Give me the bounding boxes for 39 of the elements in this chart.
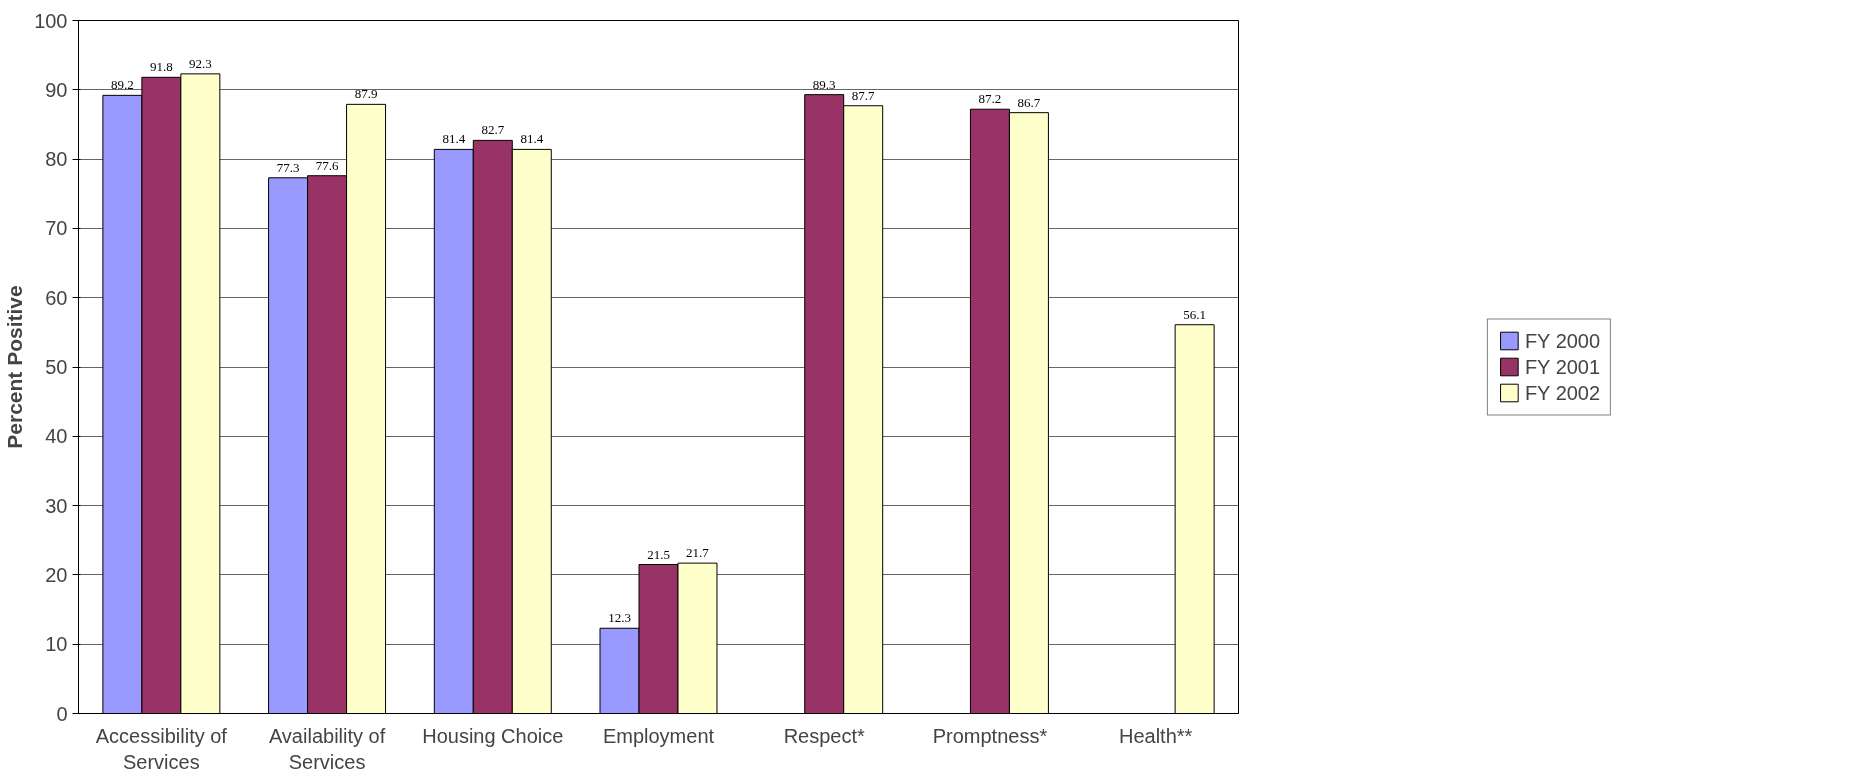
legend-label: FY 2001	[1524, 355, 1601, 378]
y-tick-label: 100	[34, 9, 68, 32]
data-label: 89.2	[110, 77, 134, 93]
y-tick-label: 80	[45, 148, 68, 171]
data-label: 81.4	[442, 131, 466, 147]
x-tick-label: Health**	[1118, 724, 1193, 747]
data-label: 21.7	[686, 545, 710, 561]
data-label: 87.7	[851, 87, 876, 103]
data-label: 86.7	[1017, 94, 1041, 110]
x-tick-label: Housing Choice	[422, 724, 564, 747]
data-label: 56.1	[1183, 306, 1207, 322]
y-tick-label: 70	[45, 217, 68, 240]
data-label: 87.2	[978, 91, 1002, 107]
y-tick-label: 50	[45, 356, 68, 378]
y-tick-label: 10	[45, 633, 68, 656]
legend-label: FY 2000	[1524, 329, 1601, 352]
x-tick-label: Respect*	[783, 724, 866, 747]
y-tick-label: 20	[45, 563, 68, 586]
data-label: 92.3	[188, 55, 212, 71]
x-tick-label: Promptness*	[932, 724, 1048, 747]
y-axis-title: Percent Positive	[3, 285, 27, 449]
x-tick-label: Accessibility of Services	[95, 724, 228, 773]
data-label: 81.4	[520, 131, 544, 147]
data-label: 82.7	[481, 122, 505, 138]
y-tick-label: 0	[56, 702, 68, 725]
data-label: 12.3	[608, 610, 631, 626]
x-tick-label: Employment	[602, 724, 715, 747]
y-tick-label: 60	[45, 286, 68, 309]
data-label: 21.5	[647, 546, 670, 562]
data-label: 87.9	[354, 86, 378, 102]
y-tick-label: 90	[45, 78, 68, 101]
data-label: 91.8	[149, 59, 173, 75]
legend-label: FY 2002	[1524, 381, 1601, 404]
y-tick-label: 40	[45, 425, 68, 448]
x-tick-label: Availability of Services	[268, 724, 386, 773]
data-label: 77.3	[276, 159, 300, 175]
data-label: 77.6	[315, 157, 339, 173]
data-label: 89.3	[812, 76, 836, 92]
y-tick-label: 30	[45, 494, 68, 517]
